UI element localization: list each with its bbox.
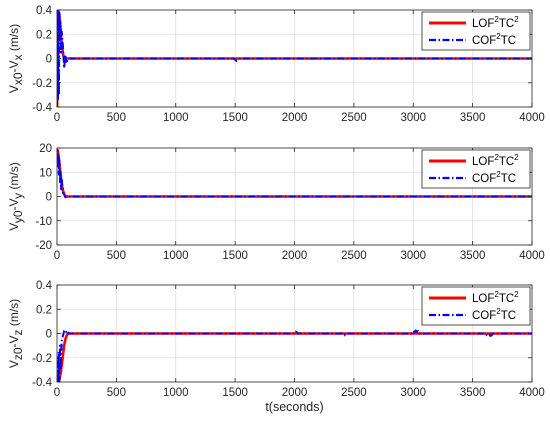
legend-label: COF2TC bbox=[472, 170, 516, 185]
legend-entry-cof2tc: COF2TC bbox=[429, 307, 516, 322]
x-tick-label: 500 bbox=[107, 250, 126, 262]
y-tick-label: 0.4 bbox=[36, 5, 53, 17]
legend: LOF2TC2 COF2TC bbox=[421, 11, 531, 51]
x-axis-label: t(seconds) bbox=[265, 400, 323, 414]
y-tick-label: 0 bbox=[46, 329, 52, 341]
x-tick-label: 4000 bbox=[519, 387, 545, 399]
legend-entry-lof2tc2: LOF2TC2 bbox=[429, 290, 519, 305]
y-tick-label: 0.2 bbox=[36, 29, 52, 41]
x-tick-label: 2000 bbox=[282, 250, 308, 262]
y-axis-label: Vy0-Vy (m/s) bbox=[7, 162, 25, 230]
x-tick-label: 1000 bbox=[163, 250, 189, 262]
legend-label: COF2TC bbox=[472, 307, 516, 322]
x-tick-label: 2000 bbox=[282, 387, 308, 399]
legend-entry-cof2tc: COF2TC bbox=[429, 32, 516, 47]
y-tick-label: -0.2 bbox=[32, 353, 52, 365]
y-tick-label: -0.4 bbox=[32, 102, 52, 114]
x-tick-label: 3500 bbox=[460, 250, 486, 262]
legend-label: LOF2TC2 bbox=[472, 15, 519, 30]
x-tick-label: 1500 bbox=[222, 387, 248, 399]
y-tick-label: 20 bbox=[39, 143, 52, 155]
y-tick-label: -0.2 bbox=[32, 78, 52, 90]
series-line-cof2tc bbox=[57, 328, 532, 382]
legend-label: COF2TC bbox=[472, 32, 516, 47]
y-tick-label: -10 bbox=[35, 216, 52, 228]
legend-box bbox=[421, 11, 531, 51]
subplot-1: 0 500 1000 1500 2000 2500 3000 3500 4000 -0.4 -0.2… bbox=[7, 5, 545, 124]
legend: LOF2TC2 COF2TC bbox=[421, 286, 531, 326]
y-axis-label: Vz0-Vz (m/s) bbox=[7, 299, 25, 368]
x-tick-label: 0 bbox=[54, 250, 60, 262]
x-tick-label: 1500 bbox=[222, 112, 248, 124]
x-tick-label: 3500 bbox=[460, 387, 486, 399]
x-tick-label: 2000 bbox=[282, 112, 308, 124]
series-line-cof2tc bbox=[57, 10, 532, 107]
x-tick-label: 1000 bbox=[163, 387, 189, 399]
y-tick-label: 0.2 bbox=[36, 304, 52, 316]
x-tick-label: 500 bbox=[107, 112, 126, 124]
y-axis-label: Vx0-Vx (m/s) bbox=[7, 24, 25, 93]
y-tick-label: -0.4 bbox=[32, 377, 52, 389]
x-tick-label: 3000 bbox=[400, 250, 426, 262]
y-tick-label: 0 bbox=[46, 54, 52, 66]
y-tick-label: 10 bbox=[39, 167, 52, 179]
legend-entry-lof2tc2: LOF2TC2 bbox=[429, 153, 519, 168]
legend-entry-cof2tc: COF2TC bbox=[429, 170, 516, 185]
legend-box bbox=[421, 286, 531, 326]
y-tick-label: 0.4 bbox=[36, 280, 53, 292]
x-tick-label: 500 bbox=[107, 387, 126, 399]
x-tick-label: 2500 bbox=[341, 112, 367, 124]
x-tick-label: 2500 bbox=[341, 387, 367, 399]
y-tick-label: -20 bbox=[35, 240, 52, 252]
x-tick-label: 2500 bbox=[341, 250, 367, 262]
legend: LOF2TC2 COF2TC bbox=[421, 149, 531, 189]
subplot-3: 0 500 1000 1500 2000 2500 3000 3500 4000 -0.4 -0.2… bbox=[7, 280, 545, 414]
subplot-2: 0 500 1000 1500 2000 2500 3000 3500 4000 -20 -10 0 1… bbox=[7, 143, 545, 262]
legend-label: LOF2TC2 bbox=[472, 290, 519, 305]
x-tick-label: 3000 bbox=[400, 387, 426, 399]
legend-label: LOF2TC2 bbox=[472, 153, 519, 168]
x-tick-label: 0 bbox=[54, 387, 60, 399]
x-tick-label: 1000 bbox=[163, 112, 189, 124]
series-line-cof2tc bbox=[57, 149, 532, 199]
x-tick-label: 3000 bbox=[400, 112, 426, 124]
x-tick-label: 1500 bbox=[222, 250, 248, 262]
legend-entry-lof2tc2: LOF2TC2 bbox=[429, 15, 519, 30]
x-tick-label: 4000 bbox=[519, 250, 545, 262]
y-tick-label: 0 bbox=[46, 192, 52, 204]
legend-box bbox=[421, 149, 531, 189]
x-tick-label: 3500 bbox=[460, 112, 486, 124]
x-tick-label: 4000 bbox=[519, 112, 545, 124]
x-tick-label: 0 bbox=[54, 112, 60, 124]
